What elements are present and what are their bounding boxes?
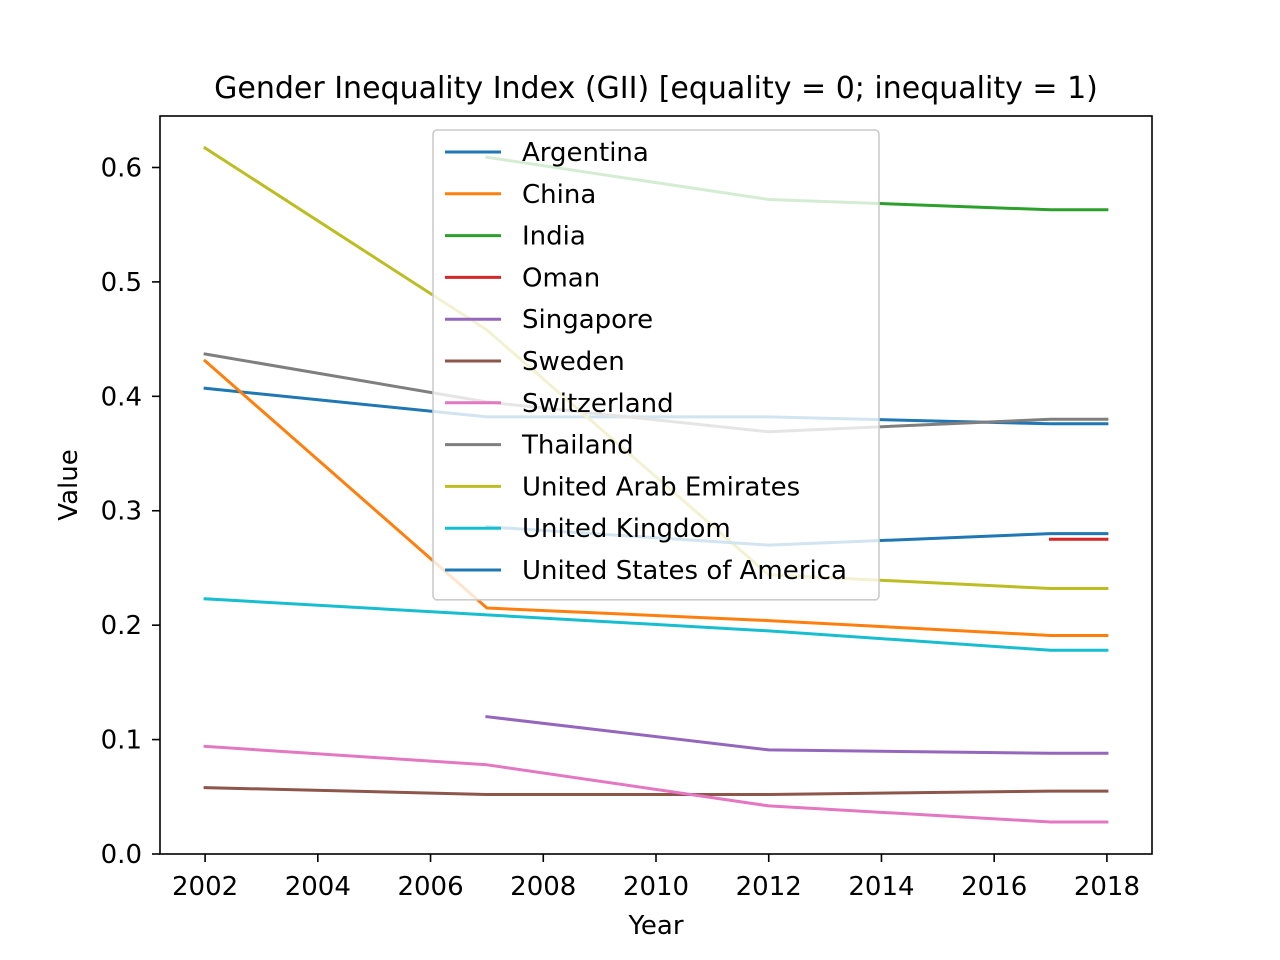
legend-label: Oman xyxy=(522,263,600,293)
x-tick-label: 2006 xyxy=(397,872,463,902)
legend-label: Argentina xyxy=(522,138,649,168)
y-tick-label: 0.4 xyxy=(101,382,142,412)
y-tick-label: 0.3 xyxy=(101,497,142,527)
y-tick-label: 0.1 xyxy=(101,726,142,756)
series-line-4 xyxy=(485,715,1109,755)
x-tick-label: 2012 xyxy=(736,872,802,902)
y-axis: 0.0 0.1 0.2 0.3 0.4 0.5 0.6 xyxy=(101,153,160,870)
legend-label: Sweden xyxy=(522,347,625,377)
x-axis-label: Year xyxy=(627,911,683,941)
legend-label: Thailand xyxy=(521,431,634,461)
series-line-5 xyxy=(203,786,1109,796)
chart-title: Gender Inequality Index (GII) [equality … xyxy=(214,71,1098,106)
legend: Argentina China India Oman Singapore Sweden Sw… xyxy=(432,129,880,601)
legend-label: Singapore xyxy=(522,305,653,335)
y-tick-label: 0.5 xyxy=(101,268,142,298)
legend-label: India xyxy=(522,222,586,252)
x-tick-label: 2016 xyxy=(961,872,1027,902)
series-line-6 xyxy=(203,744,1109,824)
x-tick-label: 2002 xyxy=(172,872,238,902)
legend-label: United States of America xyxy=(522,556,847,586)
y-tick-label: 0.2 xyxy=(101,611,142,641)
x-tick-label: 2014 xyxy=(848,872,914,902)
series-line-9 xyxy=(203,597,1109,652)
legend-label: United Kingdom xyxy=(522,514,731,544)
series-line-1 xyxy=(202,358,1109,637)
legend-label: China xyxy=(522,180,596,210)
x-tick-label: 2018 xyxy=(1074,872,1140,902)
x-tick-label: 2004 xyxy=(285,872,351,902)
y-tick-label: 0.6 xyxy=(101,153,142,183)
x-tick-label: 2010 xyxy=(623,872,689,902)
legend-label: United Arab Emirates xyxy=(522,472,800,502)
y-tick-label: 0.0 xyxy=(101,840,142,870)
y-axis-label: Value xyxy=(54,449,84,520)
legend-box xyxy=(432,129,880,601)
x-axis: 2002 2004 2006 2008 2010 2012 2014 2016 2018 xyxy=(172,854,1140,902)
x-tick-label: 2008 xyxy=(510,872,576,902)
legend-label: Switzerland xyxy=(522,389,674,419)
